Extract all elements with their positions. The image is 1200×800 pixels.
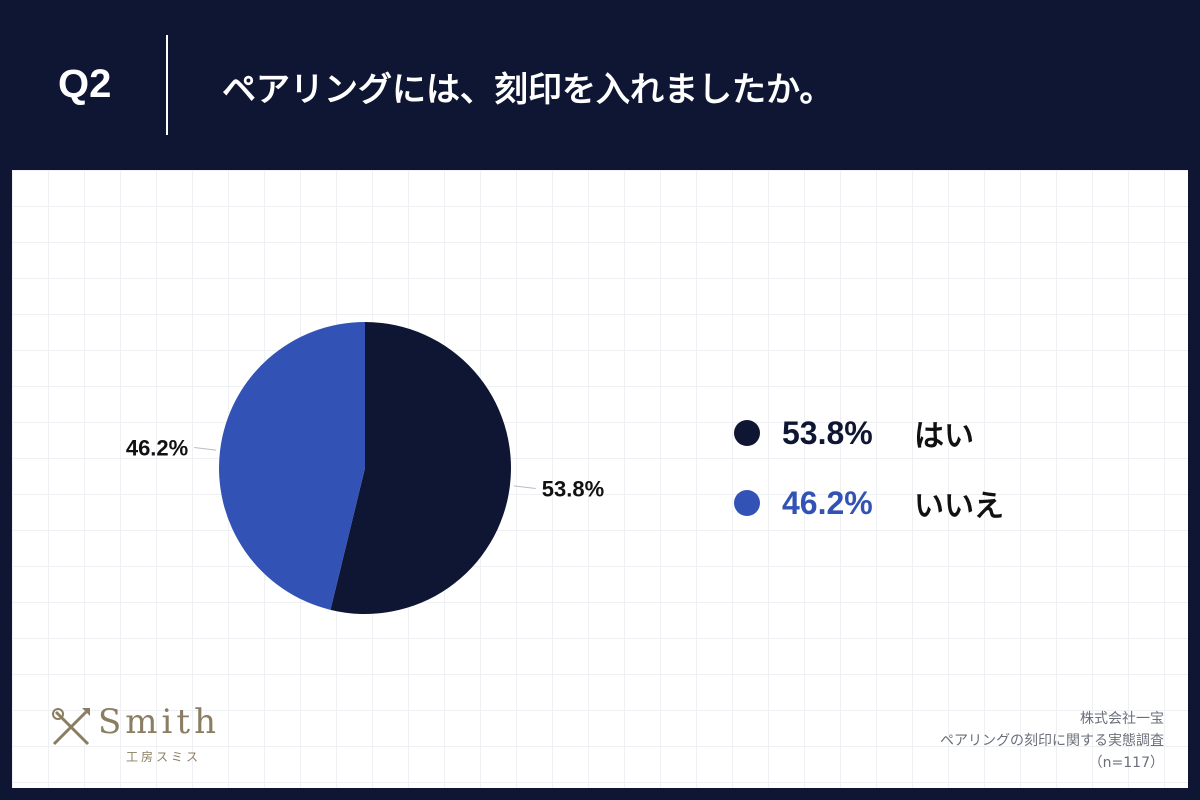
pie-label-yes: 53.8% [542, 476, 604, 501]
legend-dot-yes [734, 420, 760, 446]
legend-label-yes: はい [914, 419, 974, 454]
pie-slice-yes [330, 322, 511, 614]
logo-subtitle: 工房スミス [126, 750, 202, 764]
legend: 53.8% はい 46.2% いいえ [734, 415, 1004, 555]
pie-slice-no [218, 322, 365, 610]
crossed-tools-icon [52, 708, 90, 746]
pie-leader-line [513, 485, 536, 489]
source-sample: （n=117） [1088, 755, 1164, 771]
legend-value-yes: 53.8% [782, 414, 873, 451]
legend-item-yes: 53.8% はい [734, 414, 1004, 454]
legend-label-no: いいえ [914, 489, 1004, 524]
logo-word: Smith [98, 702, 220, 742]
source-company: 株式会社一宝 [1080, 711, 1164, 727]
question-title: ペアリングには、刻印を入れましたか。 [222, 70, 834, 110]
pie-chart: 53.8% 46.2% [126, 322, 604, 614]
question-number: Q2 [58, 62, 112, 106]
legend-item-no: 46.2% いいえ [734, 484, 1004, 524]
chart-panel: 53.8% 46.2% 53.8% はい 46.2% いいえ Smith 工房スミ… [12, 170, 1188, 788]
pie-label-no: 46.2% [126, 436, 188, 461]
source-note: 株式会社一宝 ペアリングの刻印に関する実態調査 （n=117） [940, 708, 1164, 774]
pie-leader-line [194, 447, 217, 451]
source-survey: ペアリングの刻印に関する実態調査 [940, 733, 1164, 749]
legend-dot-no [734, 490, 760, 516]
legend-value-no: 46.2% [782, 484, 873, 521]
header-divider [166, 35, 168, 135]
header: Q2 ペアリングには、刻印を入れましたか。 [0, 0, 1200, 170]
smith-logo: Smith 工房スミス [48, 702, 238, 772]
